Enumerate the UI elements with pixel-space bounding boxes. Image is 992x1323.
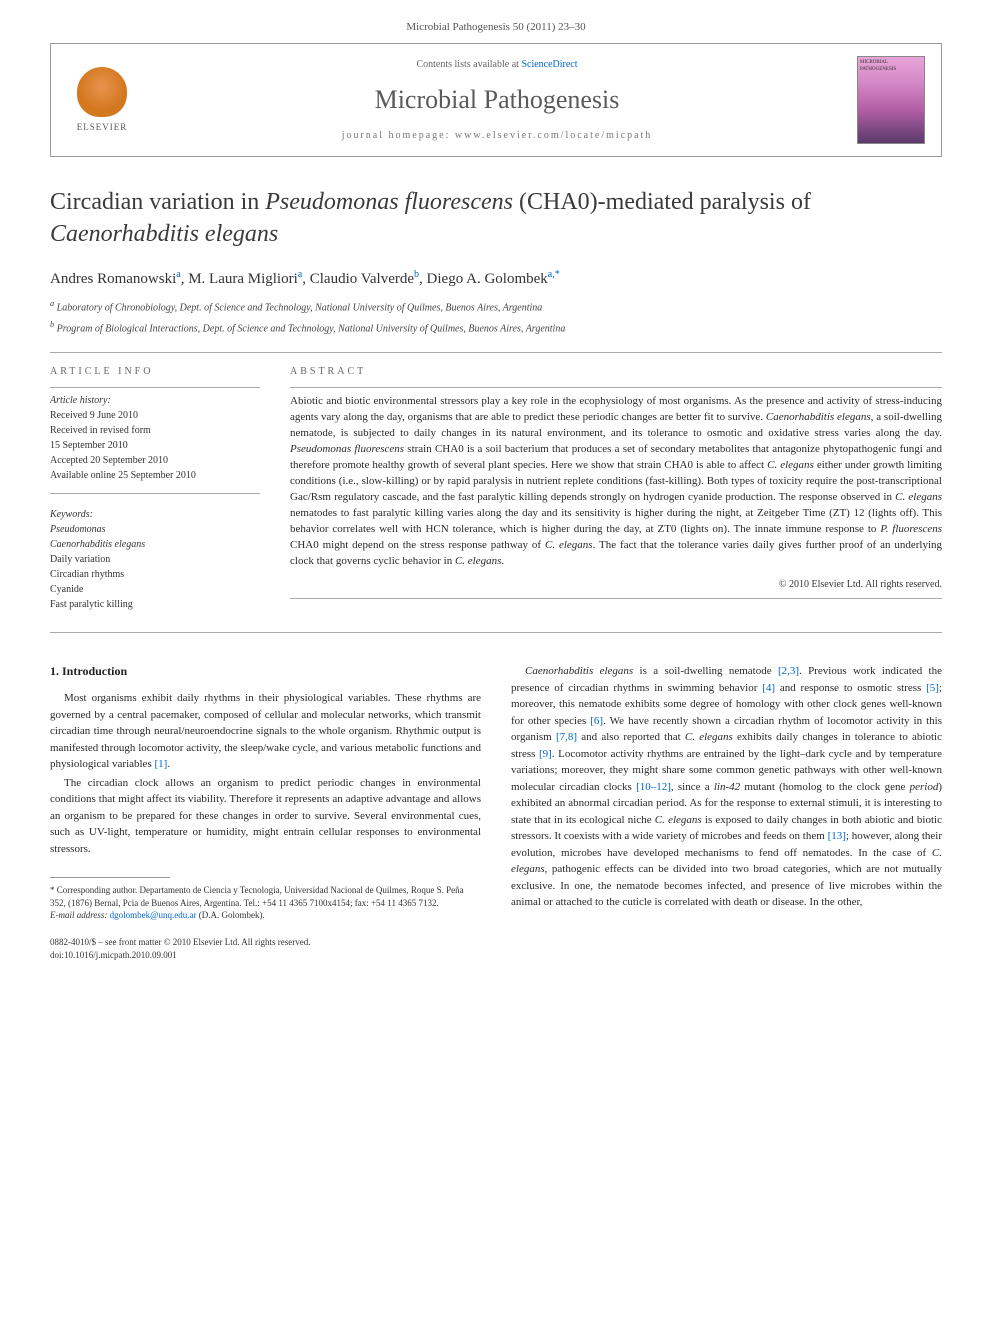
doi-line: doi:10.1016/j.micpath.2010.09.001 xyxy=(50,949,481,962)
body-para: Most organisms exhibit daily rhythms in … xyxy=(50,690,481,773)
elsevier-logo: ELSEVIER xyxy=(67,60,137,140)
cover-thumb-title: MICROBIAL PATHOGENESIS xyxy=(860,59,924,73)
affiliation: b Program of Biological Interactions, De… xyxy=(50,319,942,336)
keyword-item: Daily variation xyxy=(50,552,260,567)
sciencedirect-link[interactable]: ScienceDirect xyxy=(521,59,577,70)
citation-line: Microbial Pathogenesis 50 (2011) 23–30 xyxy=(50,20,942,35)
info-divider-2 xyxy=(50,493,260,494)
history-label: Article history: xyxy=(50,394,260,408)
title-italic-2: Caenorhabditis elegans xyxy=(50,221,278,247)
issn-line: 0882-4010/$ – see front matter © 2010 El… xyxy=(50,936,481,949)
intro-heading: 1. Introduction xyxy=(50,663,481,680)
publisher-name: ELSEVIER xyxy=(77,121,128,134)
history-item: Received 9 June 2010 xyxy=(50,408,260,423)
keyword-item: Circadian rhythms xyxy=(50,567,260,582)
abstract-label: ABSTRACT xyxy=(290,365,942,379)
article-info-label: ARTICLE INFO xyxy=(50,365,260,379)
authors-line: Andres Romanowskia, M. Laura Miglioria, … xyxy=(50,268,942,290)
footnote-divider xyxy=(50,877,170,878)
keyword-item: Caenorhabditis elegans xyxy=(50,537,260,552)
journal-center: Contents lists available at ScienceDirec… xyxy=(137,58,857,142)
keywords-label: Keywords: xyxy=(50,508,260,522)
abstract-column: ABSTRACT Abiotic and biotic environmenta… xyxy=(290,365,942,612)
title-pre: Circadian variation in xyxy=(50,189,265,215)
journal-cover-thumbnail: MICROBIAL PATHOGENESIS xyxy=(857,56,925,144)
history-item: Available online 25 September 2010 xyxy=(50,468,260,483)
copyright-line: © 2010 Elsevier Ltd. All rights reserved… xyxy=(290,578,942,592)
info-divider xyxy=(50,387,260,388)
email-who: (D.A. Golombek). xyxy=(199,910,265,920)
article-title: Circadian variation in Pseudomonas fluor… xyxy=(50,187,942,249)
journal-name: Microbial Pathogenesis xyxy=(137,82,857,118)
keyword-item: Fast paralytic killing xyxy=(50,597,260,612)
body-para-right: Caenorhabditis elegans is a soil-dwellin… xyxy=(511,663,942,911)
body-para: The circadian clock allows an organism t… xyxy=(50,775,481,858)
email-label: E-mail address: xyxy=(50,910,107,920)
history-item: 15 September 2010 xyxy=(50,438,260,453)
keyword-item: Cyanide xyxy=(50,582,260,597)
article-info-column: ARTICLE INFO Article history: Received 9… xyxy=(50,365,260,612)
affiliation: a Laboratory of Chronobiology, Dept. of … xyxy=(50,298,942,315)
corresponding-footnote: * Corresponding author. Departamento de … xyxy=(50,884,481,909)
history-item: Received in revised form xyxy=(50,423,260,438)
homepage-url[interactable]: www.elsevier.com/locate/micpath xyxy=(455,130,652,141)
email-link[interactable]: dgolombek@unq.edu.ar xyxy=(110,910,197,920)
divider xyxy=(50,352,942,353)
journal-header: ELSEVIER Contents lists available at Sci… xyxy=(50,43,942,157)
body-divider xyxy=(50,632,942,633)
contents-line: Contents lists available at ScienceDirec… xyxy=(137,58,857,72)
body-col-left: 1. Introduction Most organisms exhibit d… xyxy=(50,663,481,961)
abstract-divider xyxy=(290,387,942,388)
info-abstract-row: ARTICLE INFO Article history: Received 9… xyxy=(50,365,942,612)
homepage-prefix: journal homepage: xyxy=(342,130,455,141)
email-footnote: E-mail address: dgolombek@unq.edu.ar (D.… xyxy=(50,909,481,922)
contents-prefix: Contents lists available at xyxy=(416,59,521,70)
keyword-item: Pseudomonas xyxy=(50,522,260,537)
title-mid: (CHA0)-mediated paralysis of xyxy=(513,189,811,215)
history-item: Accepted 20 September 2010 xyxy=(50,453,260,468)
homepage-line: journal homepage: www.elsevier.com/locat… xyxy=(137,129,857,143)
elsevier-tree-icon xyxy=(77,67,127,117)
body-col-right: Caenorhabditis elegans is a soil-dwellin… xyxy=(511,663,942,961)
title-italic-1: Pseudomonas fluorescens xyxy=(265,189,513,215)
footer-block: 0882-4010/$ – see front matter © 2010 El… xyxy=(50,936,481,961)
abstract-end-divider xyxy=(290,598,942,599)
body-columns: 1. Introduction Most organisms exhibit d… xyxy=(50,663,942,961)
abstract-text: Abiotic and biotic environmental stresso… xyxy=(290,394,942,569)
